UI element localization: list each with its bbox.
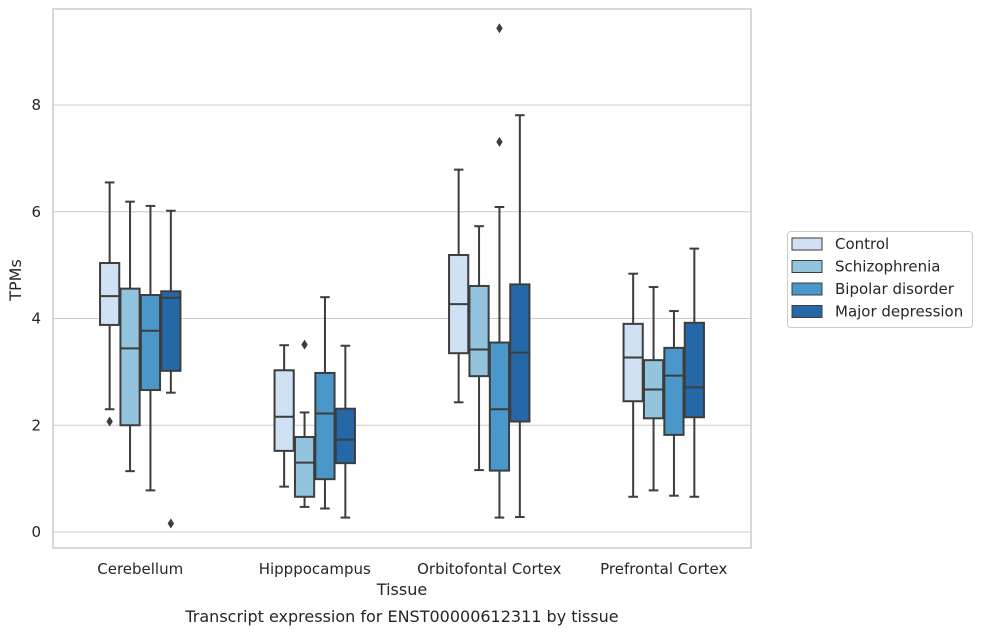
legend-swatch	[791, 305, 823, 318]
box-bipolar-disorder	[314, 296, 336, 510]
outlier-point	[301, 339, 308, 350]
box-bipolar-disorder	[488, 23, 511, 519]
outlier-point	[106, 416, 113, 427]
box-body	[273, 369, 295, 452]
y-tick-label: 0	[31, 523, 41, 541]
x-tick-label: Hipppocampus	[259, 560, 371, 578]
boxes-layer	[99, 23, 705, 529]
box-major-depression	[334, 344, 356, 519]
y-tick-label: 8	[31, 96, 41, 114]
box-body	[683, 321, 705, 419]
legend-frame	[787, 231, 973, 328]
y-axis-label: TPMs	[6, 259, 25, 302]
legend: Control Schizophrenia Bipolar disorder Majo…	[787, 231, 973, 328]
outlier-point	[496, 136, 503, 147]
box-body	[314, 371, 336, 481]
legend-label: Control	[835, 235, 889, 253]
box-bipolar-disorder	[139, 204, 162, 492]
box-body	[663, 346, 685, 436]
box-control	[448, 168, 470, 404]
box-bipolar-disorder	[663, 310, 685, 497]
box-schizophrenia	[468, 225, 490, 472]
outlier-point	[496, 23, 503, 34]
grid-layer: 0 2 4 6 8	[31, 96, 751, 541]
box-control	[273, 344, 295, 488]
legend-swatch	[791, 237, 823, 251]
box-control	[99, 181, 121, 427]
legend-label: Schizophrenia	[835, 258, 940, 276]
legend-swatch	[791, 260, 823, 273]
y-tick-label: 6	[31, 203, 41, 221]
box-body	[119, 287, 141, 427]
box-body	[293, 435, 316, 498]
legend-items: Control Schizophrenia Bipolar disorder Majo…	[791, 235, 963, 321]
box-body	[468, 284, 490, 378]
box-body	[160, 290, 182, 372]
box-major-depression	[160, 209, 182, 529]
plot-frame	[52, 8, 752, 549]
box-control	[622, 272, 644, 498]
axes-layer: Cerebellum Hipppocampus Orbitofontal Corte…	[52, 8, 752, 578]
x-tick-label: Cerebellum	[97, 560, 183, 578]
box-body	[139, 294, 162, 392]
chart-caption: Transcript expression for ENST0000061231…	[184, 607, 618, 626]
outlier-point	[167, 518, 175, 529]
box-major-depression	[683, 247, 705, 498]
box-body	[622, 322, 644, 403]
y-tick-label: 2	[31, 416, 41, 434]
legend-swatch	[791, 282, 823, 296]
box-schizophrenia	[293, 339, 316, 508]
box-major-depression	[509, 114, 531, 519]
box-body	[488, 341, 511, 472]
box-schizophrenia	[642, 286, 665, 492]
box-body	[334, 407, 356, 465]
x-axis-label: Tissue	[376, 580, 427, 599]
legend-label: Major depression	[835, 303, 963, 321]
legend-label: Bipolar disorder	[835, 280, 955, 298]
y-tick-label: 4	[31, 310, 41, 328]
x-tick-label: Orbitofontal Cortex	[417, 560, 561, 578]
x-tick-label: Prefrontal Cortex	[600, 560, 727, 578]
box-schizophrenia	[119, 200, 141, 473]
box-body	[99, 262, 121, 326]
